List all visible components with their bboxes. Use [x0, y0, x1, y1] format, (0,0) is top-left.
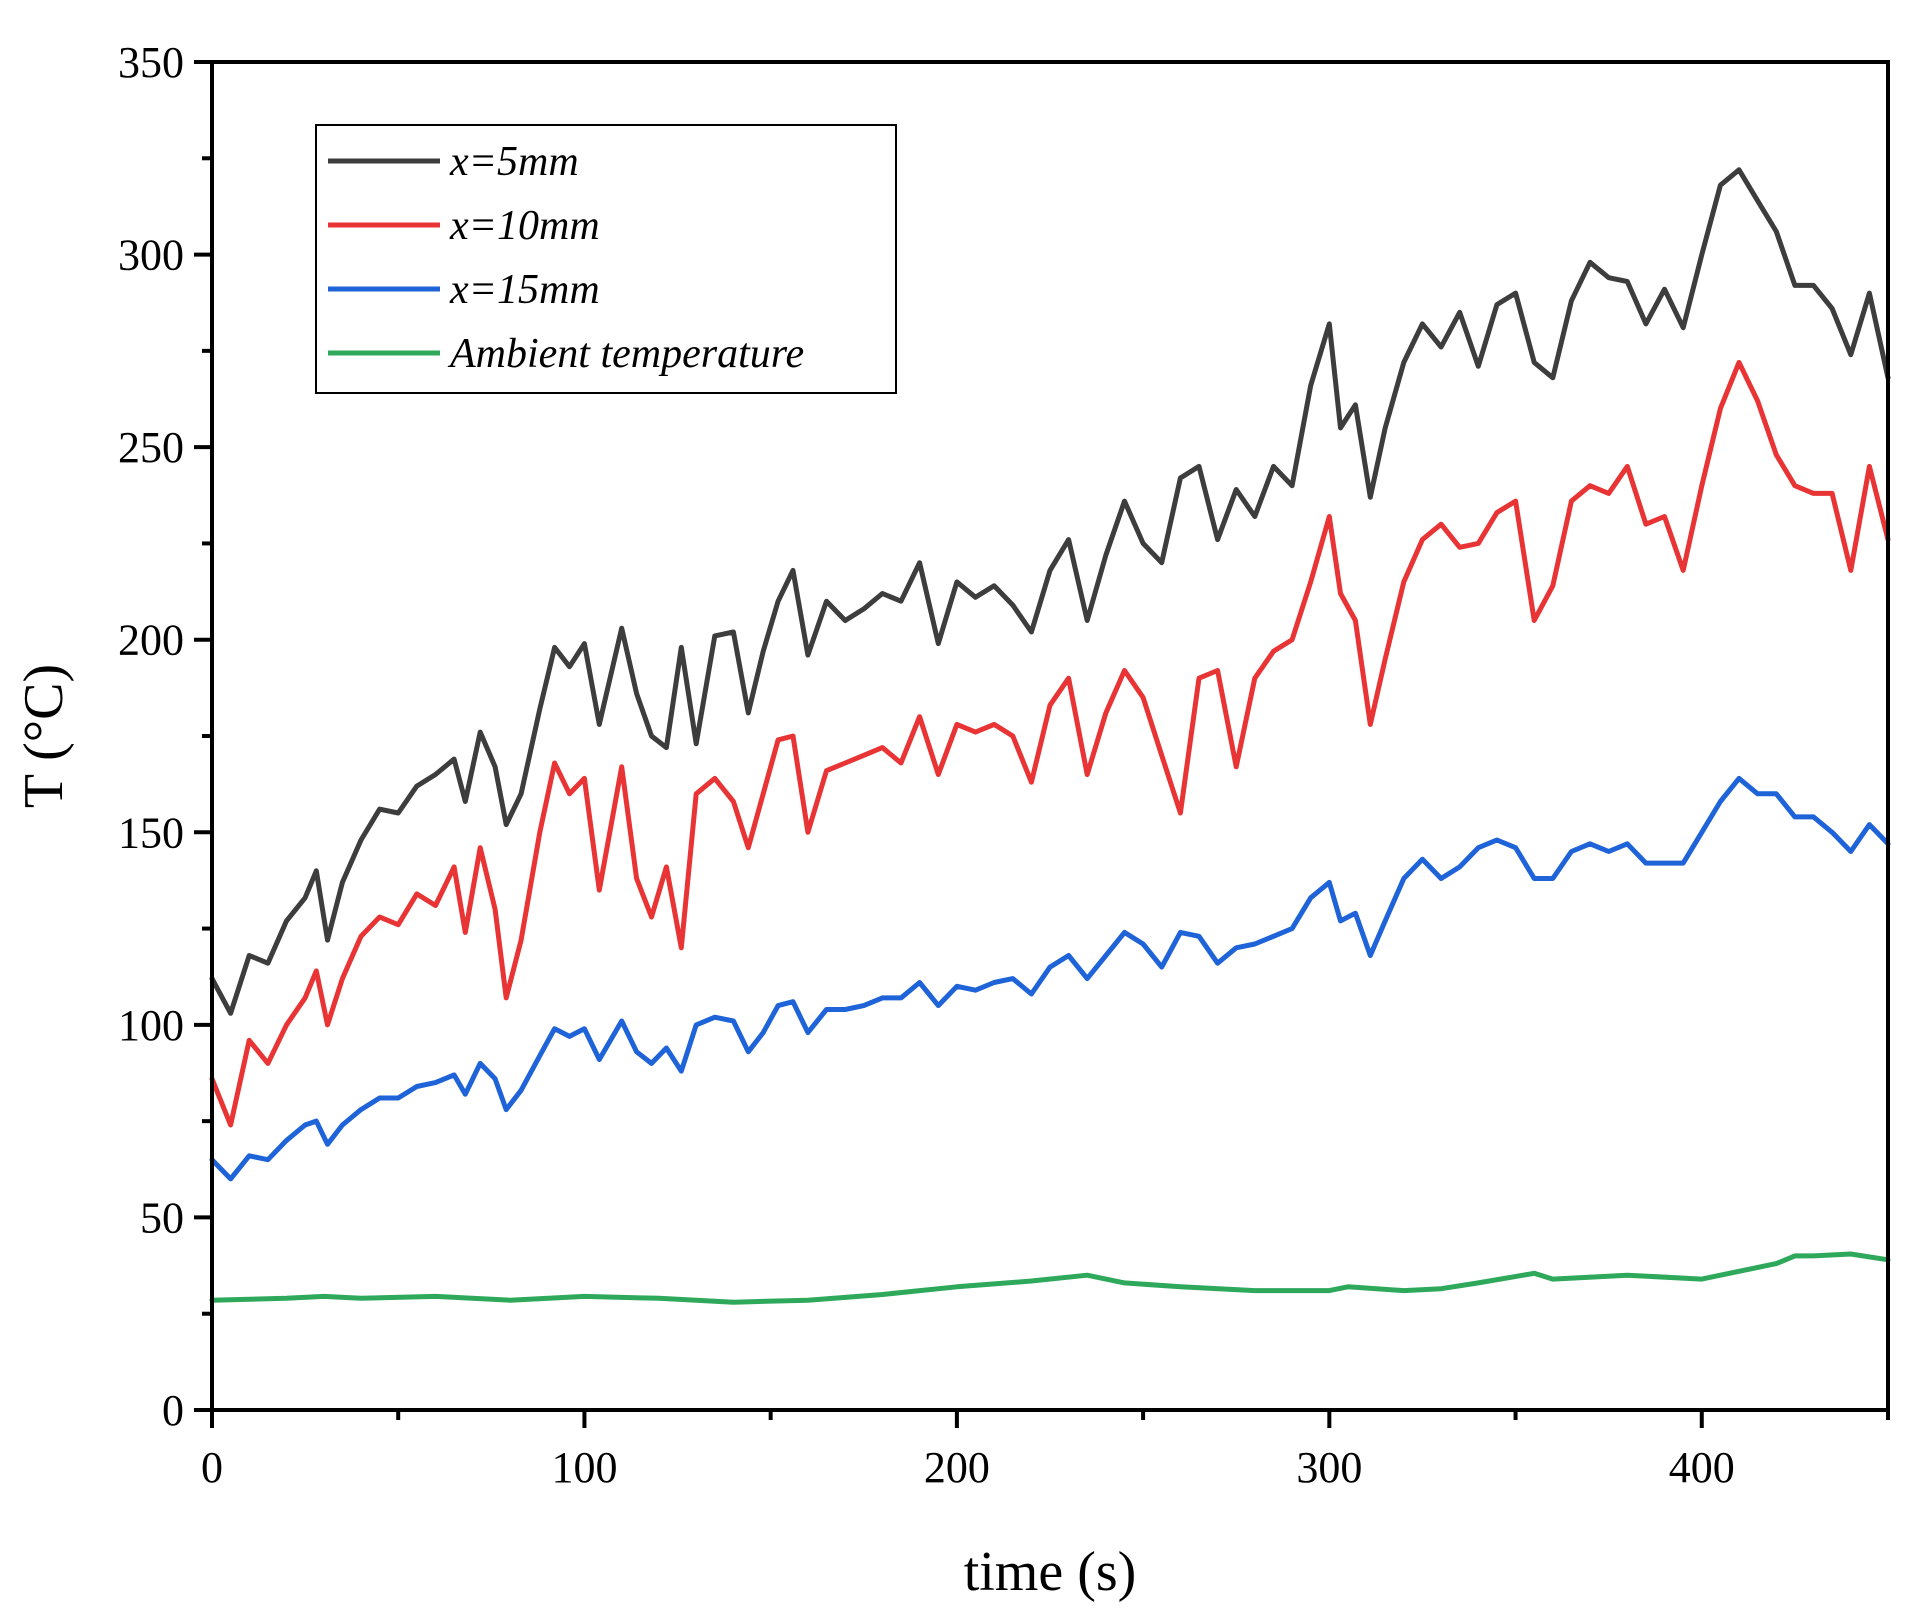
axes-layer: 0 100 200 300 400 0 50 100 150 200 250 300 350 [118, 38, 1890, 1492]
legend-label: x=15mm [449, 267, 600, 313]
legend-label: Ambient temperature [447, 331, 804, 377]
series-line-3 [209, 775, 1891, 1182]
x-axis-title: time (s) [964, 1541, 1137, 1603]
series-layer [209, 167, 1891, 1305]
x-tick-label: 200 [924, 1443, 990, 1492]
y-tick-label: 350 [118, 38, 184, 87]
series-line-2 [209, 359, 1891, 1128]
y-tick-label: 200 [118, 616, 184, 665]
y-tick-label: 150 [118, 808, 184, 857]
x-tick-label: 100 [551, 1443, 617, 1492]
x-tick-label: 0 [201, 1443, 223, 1492]
x-tick-label: 400 [1669, 1443, 1735, 1492]
y-tick-label: 300 [118, 231, 184, 280]
series-line-4 [209, 1251, 1891, 1305]
legend-box [315, 124, 897, 394]
x-tick-label: 300 [1296, 1443, 1362, 1492]
legend-label: x=10mm [449, 203, 600, 249]
legend: x=5mm x=10mm x=15mm Ambient temperature [315, 124, 897, 394]
y-tick-label: 50 [140, 1193, 184, 1242]
series-line-1 [209, 167, 1891, 1016]
legend-label: x=5mm [449, 139, 579, 185]
y-axis-title: T (°C) [13, 664, 75, 808]
y-tick-label: 250 [118, 423, 184, 472]
y-tick-label: 0 [162, 1386, 184, 1435]
y-tick-label: 100 [118, 1001, 184, 1050]
